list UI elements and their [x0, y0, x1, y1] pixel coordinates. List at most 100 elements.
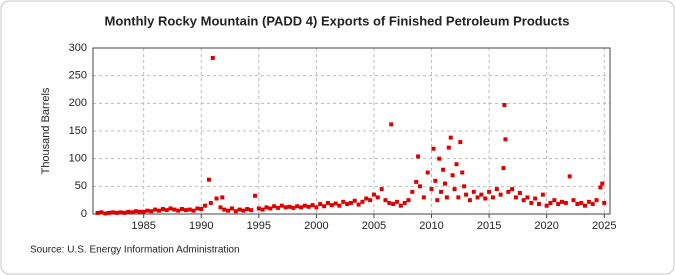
data-point [414, 179, 419, 184]
data-point [107, 210, 112, 215]
data-point [383, 198, 388, 203]
data-point [425, 170, 430, 175]
data-point [510, 187, 515, 192]
data-point [322, 204, 327, 209]
data-point [521, 198, 526, 203]
data-point [439, 189, 444, 194]
data-point [222, 207, 227, 212]
data-point [130, 210, 135, 215]
data-point [302, 203, 307, 208]
y-axis-label: Thousand Barrels [40, 87, 52, 174]
data-point [168, 206, 173, 211]
data-point [583, 203, 588, 208]
data-point [602, 200, 607, 205]
data-point [458, 140, 463, 145]
data-point [310, 203, 315, 208]
y-tick-label: 50 [75, 180, 87, 192]
data-point [183, 208, 188, 213]
data-point [435, 198, 440, 203]
data-point [141, 209, 146, 214]
data-point [418, 184, 423, 189]
data-point [387, 200, 392, 205]
data-point [276, 205, 281, 210]
data-point [502, 102, 507, 107]
data-point [137, 209, 142, 214]
data-point [431, 146, 436, 151]
data-point [501, 166, 506, 171]
data-point [210, 55, 215, 60]
data-point [433, 178, 438, 183]
data-point [479, 192, 484, 197]
data-point [368, 198, 373, 203]
data-point [513, 195, 518, 200]
data-point [552, 198, 557, 203]
data-point [391, 202, 396, 207]
data-point [421, 195, 426, 200]
data-point [299, 205, 304, 210]
data-point [360, 199, 365, 204]
data-point [314, 205, 319, 210]
data-point [498, 192, 503, 197]
data-point [329, 203, 334, 208]
data-point [356, 202, 361, 207]
data-point [264, 205, 269, 210]
data-point [579, 200, 584, 205]
data-point [456, 195, 461, 200]
data-point [318, 202, 323, 207]
data-point [187, 207, 192, 212]
x-tick-label: 2000 [304, 220, 328, 232]
data-point [494, 187, 499, 192]
data-point [279, 203, 284, 208]
data-point [444, 195, 449, 200]
x-tick-label: 2025 [592, 220, 616, 232]
data-point [402, 200, 407, 205]
data-point [379, 187, 384, 192]
data-point [594, 198, 599, 203]
data-point [337, 203, 342, 208]
data-point [533, 196, 538, 201]
data-point [118, 210, 123, 215]
data-point [600, 181, 605, 186]
y-tick-label: 250 [69, 70, 87, 82]
x-tick-label: 1995 [247, 220, 271, 232]
data-point [441, 167, 446, 172]
data-point [529, 200, 534, 205]
data-point [160, 207, 165, 212]
data-point [199, 207, 204, 212]
data-point [233, 209, 238, 214]
data-point [218, 205, 223, 210]
data-point [206, 177, 211, 182]
data-point [452, 187, 457, 192]
data-point [287, 204, 292, 209]
data-point [237, 207, 242, 212]
data-point [559, 199, 564, 204]
data-point [490, 195, 495, 200]
data-point [503, 137, 508, 142]
data-point [172, 207, 177, 212]
data-point [164, 208, 169, 213]
data-point [99, 210, 104, 215]
y-tick-label: 150 [69, 125, 87, 137]
data-point [540, 192, 545, 197]
data-point [283, 205, 288, 210]
data-point [272, 204, 277, 209]
data-point [145, 208, 150, 213]
data-point [260, 207, 265, 212]
data-point [268, 206, 273, 211]
data-point [241, 208, 246, 213]
data-point [203, 203, 208, 208]
data-point [506, 189, 511, 194]
data-point [462, 184, 467, 189]
data-point [394, 199, 399, 204]
data-point [375, 195, 380, 200]
data-point [180, 207, 185, 212]
data-point [208, 200, 213, 205]
data-point [517, 190, 522, 195]
x-tick-label: 2020 [534, 220, 558, 232]
data-point [176, 208, 181, 213]
data-point [598, 185, 603, 190]
data-point [110, 210, 115, 215]
data-point [406, 198, 411, 203]
